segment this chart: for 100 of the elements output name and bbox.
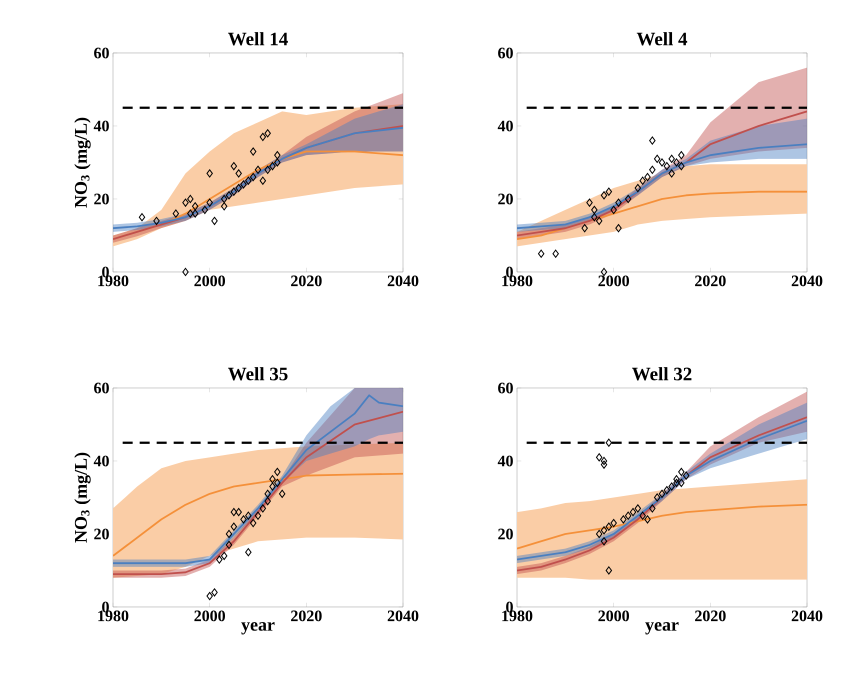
point bbox=[654, 493, 660, 502]
y-tick-label: 0 bbox=[506, 602, 513, 612]
point bbox=[182, 198, 189, 207]
x-tick-label: 2000 bbox=[194, 610, 226, 622]
point bbox=[600, 537, 608, 546]
point bbox=[245, 512, 252, 520]
point bbox=[254, 512, 262, 520]
point bbox=[211, 216, 218, 225]
y-tick-label: 0 bbox=[102, 266, 109, 278]
y-tick-label: 20 bbox=[94, 528, 109, 540]
x-tick-label: 2000 bbox=[598, 276, 630, 286]
point bbox=[634, 184, 642, 192]
point bbox=[260, 132, 266, 142]
x-tick-label: 2020 bbox=[291, 610, 322, 622]
point bbox=[153, 216, 160, 225]
y-axis-title: NO$_{3}$ (mg/L) bbox=[74, 118, 91, 208]
chart-title: Well 35 bbox=[228, 367, 288, 380]
point bbox=[278, 490, 286, 498]
point bbox=[138, 213, 146, 222]
x-tick-label: 2040 bbox=[388, 276, 418, 286]
y-tick-label: 0 bbox=[102, 602, 109, 612]
point bbox=[649, 166, 656, 174]
point bbox=[644, 172, 651, 182]
point bbox=[639, 176, 646, 185]
point bbox=[226, 191, 232, 200]
point bbox=[264, 129, 271, 138]
x-tick-label: 2040 bbox=[792, 276, 822, 286]
y-axis-title: NO$_{3}$ (mg/L) bbox=[74, 452, 91, 543]
point bbox=[206, 198, 213, 207]
y-tick-label: 40 bbox=[498, 120, 513, 132]
point bbox=[220, 202, 228, 210]
point bbox=[596, 530, 602, 538]
y-tick-label: 40 bbox=[498, 456, 513, 466]
point bbox=[187, 194, 194, 204]
point bbox=[230, 522, 238, 531]
point bbox=[192, 202, 198, 210]
point bbox=[264, 490, 271, 498]
y-tick-label: 20 bbox=[498, 194, 513, 204]
x-tick-label: 2020 bbox=[291, 276, 322, 286]
y-tick-label: 60 bbox=[94, 382, 109, 394]
point bbox=[678, 162, 685, 170]
point bbox=[230, 162, 238, 170]
point bbox=[606, 438, 612, 447]
point bbox=[634, 504, 642, 513]
x-tick-label: 1980 bbox=[502, 276, 532, 286]
point bbox=[235, 184, 242, 192]
point bbox=[235, 508, 242, 516]
y-tick-label: 40 bbox=[94, 120, 109, 132]
chart-title: Well 32 bbox=[632, 367, 692, 380]
point bbox=[600, 526, 608, 534]
point bbox=[678, 478, 685, 487]
y-tick-label: 40 bbox=[94, 456, 109, 466]
point bbox=[596, 453, 602, 462]
point bbox=[644, 515, 651, 524]
x-axis-title: year bbox=[241, 622, 275, 634]
point bbox=[591, 213, 598, 222]
y-tick-label: 60 bbox=[94, 48, 109, 58]
point bbox=[172, 209, 180, 218]
point bbox=[668, 482, 675, 491]
point bbox=[269, 475, 276, 484]
point bbox=[274, 478, 281, 487]
point bbox=[552, 250, 559, 258]
point bbox=[230, 188, 238, 196]
point bbox=[610, 518, 617, 528]
point bbox=[250, 172, 256, 182]
point bbox=[682, 471, 690, 480]
point bbox=[615, 224, 622, 232]
point bbox=[658, 490, 666, 498]
point bbox=[235, 169, 242, 178]
point bbox=[206, 169, 213, 178]
point bbox=[240, 515, 247, 524]
x-tick-label: 2000 bbox=[598, 610, 630, 622]
point bbox=[240, 180, 247, 188]
point bbox=[226, 530, 232, 538]
point bbox=[658, 158, 666, 167]
point bbox=[260, 176, 266, 185]
point bbox=[600, 460, 608, 469]
point bbox=[245, 548, 252, 556]
x-tick-label: 2040 bbox=[388, 610, 418, 622]
line-series bbox=[517, 143, 808, 230]
point bbox=[678, 468, 685, 476]
point bbox=[668, 154, 675, 163]
x-tick-label: 1980 bbox=[98, 610, 128, 622]
point bbox=[664, 486, 670, 494]
x-tick-label: 2020 bbox=[695, 610, 726, 622]
point bbox=[600, 456, 608, 466]
point bbox=[274, 151, 281, 160]
point bbox=[673, 158, 680, 167]
x-tick-label: 2020 bbox=[695, 276, 726, 286]
point bbox=[630, 508, 636, 516]
point bbox=[274, 468, 281, 476]
x-tick-label: 2000 bbox=[194, 276, 226, 286]
point bbox=[230, 508, 238, 516]
point bbox=[226, 540, 232, 550]
point bbox=[264, 166, 271, 174]
point bbox=[649, 504, 656, 513]
point bbox=[220, 194, 228, 204]
point bbox=[624, 194, 632, 204]
y-tick-label: 0 bbox=[506, 266, 513, 278]
point bbox=[211, 588, 218, 596]
